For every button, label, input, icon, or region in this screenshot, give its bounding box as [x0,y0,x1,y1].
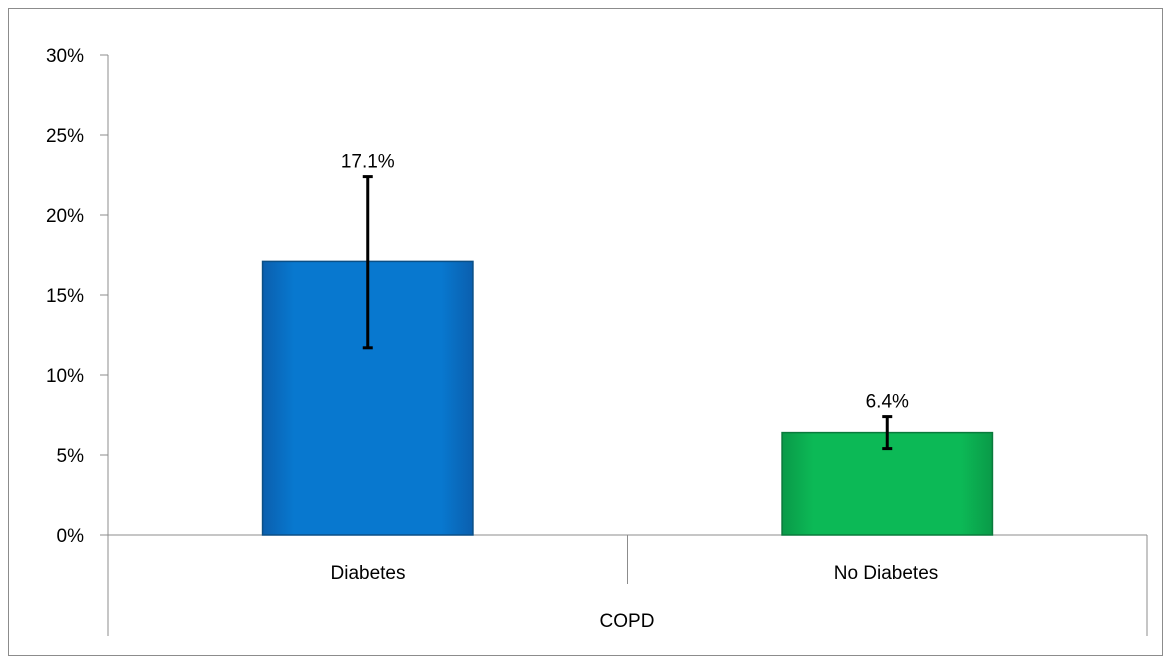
error-bars [362,175,893,451]
y-tick-label: 20% [46,206,84,227]
y-tick-label: 30% [46,46,84,67]
y-tick-label: 25% [46,126,84,147]
y-axis: 0% 5% 10% 15% 20% 25% 30% [46,46,109,547]
data-label: 17.1% [341,152,395,173]
y-tick-label: 0% [57,526,85,547]
y-tick-label: 10% [46,366,84,387]
y-tick-label: 15% [46,286,84,307]
x-category-label-1: No Diabetes [834,563,939,584]
x-category-label-0: Diabetes [331,563,406,584]
data-label: 6.4% [866,392,909,413]
y-tick-label: 5% [57,446,85,467]
x-group-label: COPD [600,611,655,632]
data-labels: 17.1% 6.4% [341,152,909,413]
chart-border [8,8,1163,656]
